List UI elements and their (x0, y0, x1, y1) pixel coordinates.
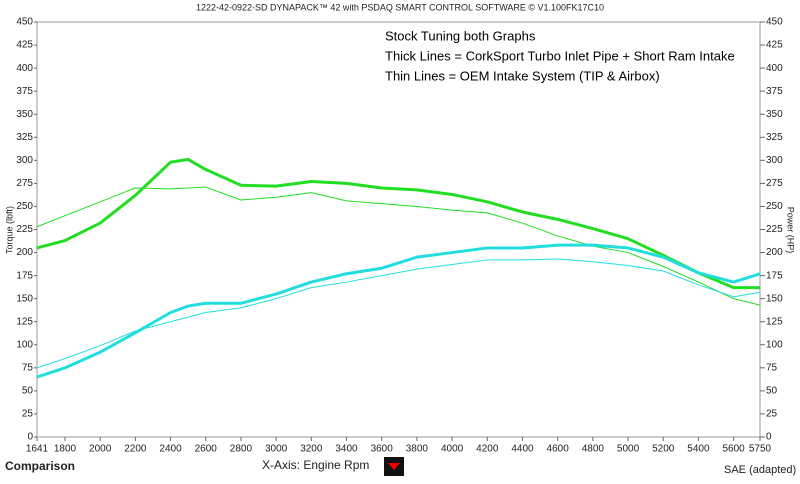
x-tick-label: 4600 (547, 444, 570, 455)
y-tick-label: 200 (16, 247, 33, 258)
series-line (36, 186, 761, 306)
y-tick-label: 50 (22, 386, 34, 397)
y-tick-label: 300 (16, 155, 33, 166)
annotation: Thick Lines = CorkSport Turbo Inlet Pipe… (385, 48, 735, 63)
y-tick-label: 25 (22, 409, 34, 420)
y-tick-label: 175 (16, 270, 33, 281)
y-tick-label: 425 (16, 40, 33, 51)
y-tick-label: 350 (16, 109, 33, 120)
y-tick-label: 450 (16, 17, 33, 28)
y-tick-label: 250 (16, 201, 33, 212)
plot-frame (36, 21, 761, 438)
y2-tick-label: 0 (766, 432, 772, 443)
y-tick-label: 325 (16, 132, 33, 143)
y2-tick-label: 300 (766, 155, 783, 166)
y2-tick-label: 125 (766, 316, 783, 327)
y-tick-label: 100 (16, 339, 33, 350)
x-tick-label: 2400 (159, 444, 182, 455)
y2-tick-label: 400 (766, 63, 783, 74)
x-tick-label: 3200 (300, 444, 323, 455)
y2-axis-label: Power (HP) (786, 207, 796, 254)
annotation: Thin Lines = OEM Intake System (TIP & Ai… (385, 68, 660, 83)
x-tick-label: 5000 (617, 444, 640, 455)
y2-tick-label: 50 (766, 386, 778, 397)
x-tick-label: 2800 (230, 444, 253, 455)
x-tick-label: 1641 (26, 444, 49, 455)
y2-tick-label: 75 (766, 362, 778, 373)
footer-left: Comparison (5, 459, 75, 473)
y2-tick-label: 450 (766, 17, 783, 28)
y-tick-label: 125 (16, 316, 33, 327)
y2-tick-label: 200 (766, 247, 783, 258)
x-tick-label: 3400 (335, 444, 358, 455)
dropdown-button[interactable] (384, 457, 404, 476)
x-tick-label: 5750 (749, 444, 772, 455)
y2-tick-label: 375 (766, 86, 783, 97)
series-line (36, 157, 760, 290)
y2-tick-label: 175 (766, 270, 783, 281)
y2-tick-label: 100 (766, 339, 783, 350)
y-tick-label: 0 (27, 432, 33, 443)
x-tick-label: 4200 (476, 444, 499, 455)
x-tick-label: 3600 (371, 444, 394, 455)
y2-tick-label: 325 (766, 132, 783, 143)
y2-tick-label: 150 (766, 293, 783, 304)
y2-tick-label: 275 (766, 178, 783, 189)
y2-tick-label: 250 (766, 201, 783, 212)
y-tick-label: 375 (16, 86, 33, 97)
y-axis-label: Torque (lbft) (4, 206, 14, 254)
series-line (36, 258, 761, 369)
y-tick-label: 400 (16, 63, 33, 74)
x-tick-label: 5200 (652, 444, 675, 455)
x-tick-label: 4000 (441, 444, 464, 455)
x-tick-label: 2600 (195, 444, 218, 455)
series-line (36, 243, 761, 379)
y-tick-label: 150 (16, 293, 33, 304)
x-tick-label: 5400 (687, 444, 710, 455)
footer-right: SAE (adapted) (724, 464, 796, 476)
x-tick-label: 2200 (124, 444, 147, 455)
x-tick-label: 4400 (511, 444, 534, 455)
dropdown-arrow[interactable] (388, 463, 400, 470)
y2-tick-label: 425 (766, 40, 783, 51)
chart-title: 1222-42-0922-SD DYNAPACK™ 42 with PSDAQ … (196, 2, 604, 12)
y-tick-label: 75 (22, 362, 34, 373)
y-tick-label: 275 (16, 178, 33, 189)
x-tick-label: 5600 (722, 444, 745, 455)
y-tick-label: 225 (16, 224, 33, 235)
x-tick-label: 4800 (582, 444, 605, 455)
x-axis-label: X-Axis: Engine Rpm (262, 458, 369, 472)
x-tick-label: 1800 (54, 444, 77, 455)
y2-tick-label: 350 (766, 109, 783, 120)
x-tick-label: 3800 (406, 444, 429, 455)
annotation: Stock Tuning both Graphs (385, 28, 536, 43)
x-tick-label: 2000 (89, 444, 112, 455)
y2-tick-label: 25 (766, 409, 778, 420)
y2-tick-label: 225 (766, 224, 783, 235)
x-tick-label: 3000 (265, 444, 288, 455)
